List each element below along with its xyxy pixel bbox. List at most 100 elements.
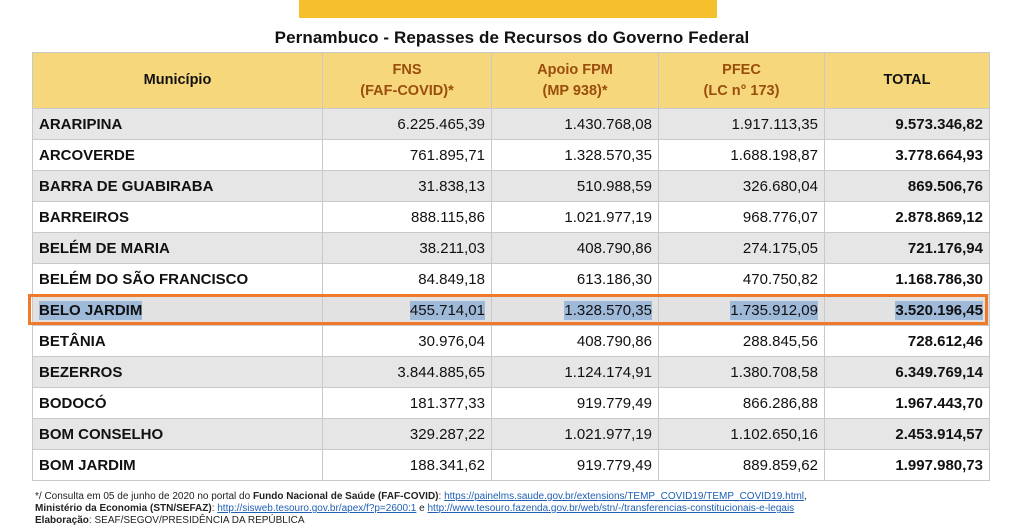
top-banner [299,0,717,18]
footnote-line-2: Ministério da Economia (STN/SEFAZ): http… [35,503,807,515]
cell-pfec: 288.845,56 [658,325,825,357]
cell-fpm: 408.790,86 [491,232,659,264]
cell-fpm: 1.021.977,19 [491,418,659,450]
cell-total-text: 869.506,76 [907,177,983,195]
footnote-elaboracao-label: Elaboração [35,515,89,526]
table-row: BELÉM DE MARIA 38.211,03 408.790,86 274.175… [32,232,990,264]
cell-fns-text: 3.844.885,65 [397,363,485,381]
cell-municipio: BOM JARDIM [32,449,323,481]
cell-pfec: 968.776,07 [658,201,825,233]
cell-municipio-text: ARARIPINA [39,115,123,133]
cell-pfec-text: 1.688.198,87 [730,146,818,164]
header-pfec-subtitle: (LC n° 173) [703,82,780,99]
cell-fns-text: 761.895,71 [409,146,485,164]
cell-fpm-text: 919.779,49 [576,456,652,474]
cell-total-text: 1.967.443,70 [895,394,983,412]
cell-municipio: BOM CONSELHO [32,418,323,450]
cell-municipio: BODOCÓ [32,387,323,419]
table-row: BARRA DE GUABIRABA 31.838,13 510.988,59 326… [32,170,990,202]
cell-municipio-text: BELÉM DO SÃO FRANCISCO [39,270,249,288]
cell-fns-text: 84.849,18 [418,270,485,288]
footnote-sisweb-link[interactable]: http://sisweb.tesouro.gov.br/apex/f?p=26… [217,503,417,514]
header-total: TOTAL [824,52,990,109]
cell-total: 6.349.769,14 [824,356,990,388]
cell-pfec: 889.859,62 [658,449,825,481]
cell-municipio-text: BODOCÓ [39,394,107,412]
cell-fpm-text: 408.790,86 [576,239,652,257]
cell-fpm-text: 1.328.570,35 [564,146,652,164]
cell-fpm: 408.790,86 [491,325,659,357]
transfers-table: Município FNS (FAF-COVID)* Apoio FPM (MP… [32,52,990,481]
cell-municipio-text: BEZERROS [39,363,123,381]
cell-total: 3.520.196,45 [824,294,990,326]
cell-municipio-text: BARREIROS [39,208,130,226]
cell-municipio-text: ARCOVERDE [39,146,135,164]
cell-fns: 181.377,33 [322,387,492,419]
cell-pfec-text: 1.380.708,58 [730,363,818,381]
cell-fns-text: 38.211,03 [419,239,485,257]
table-row: BARREIROS 888.115,86 1.021.977,19 968.776,0… [32,201,990,233]
cell-total-text: 3.778.664,93 [895,146,983,164]
cell-total: 2.878.869,12 [824,201,990,233]
cell-pfec: 326.680,04 [658,170,825,202]
cell-pfec-text: 274.175,05 [742,239,818,257]
cell-pfec: 1.688.198,87 [658,139,825,171]
cell-fns: 888.115,86 [322,201,492,233]
cell-total-text: 2.878.869,12 [895,208,983,226]
cell-fns-text: 188.341,62 [409,456,485,474]
cell-pfec-text: 1.917.113,35 [731,115,818,133]
header-pfec-title: PFEC [722,61,761,78]
footnote-tesouro-link[interactable]: http://www.tesouro.fazenda.gov.br/web/st… [427,503,795,514]
cell-total: 721.176,94 [824,232,990,264]
cell-total: 2.453.914,57 [824,418,990,450]
cell-fns-text: 6.225.465,39 [397,115,485,133]
footnote-and: e [416,503,428,514]
cell-fns: 38.211,03 [322,232,492,264]
header-fpm: Apoio FPM (MP 938)* [491,52,659,109]
cell-total: 3.778.664,93 [824,139,990,171]
cell-fns-text: 329.287,22 [409,425,485,443]
footnote-elaboracao-text: : SEAF/SEGOV/PRESIDÊNCIA DA REPÚBLICA [88,515,305,526]
cell-pfec: 866.286,88 [658,387,825,419]
footnote: */ Consulta em 05 de junho de 2020 no po… [35,491,807,527]
cell-fpm: 1.328.570,35 [491,294,659,326]
cell-pfec: 274.175,05 [658,232,825,264]
table-row: BEZERROS 3.844.885,65 1.124.174,91 1.380.70… [32,356,990,388]
cell-fns-text: 30.976,04 [418,332,485,350]
footnote-separator: : [438,491,445,502]
footnote-fns-source: Fundo Nacional de Saúde (FAF-COVID) [252,491,439,502]
footnote-prefix: */ Consulta em 05 de junho de 2020 no po… [35,491,253,502]
cell-fpm: 1.021.977,19 [491,201,659,233]
table-row: BELÉM DO SÃO FRANCISCO 84.849,18 613.186,3… [32,263,990,295]
cell-fns: 455.714,01 [322,294,492,326]
cell-total-text: 1.997.980,73 [895,456,983,474]
cell-total-text: 3.520.196,45 [895,300,983,320]
cell-municipio: BETÂNIA [32,325,323,357]
cell-municipio: BELÉM DO SÃO FRANCISCO [32,263,323,295]
cell-pfec: 1.102.650,16 [658,418,825,450]
cell-total-text: 721.176,94 [907,239,983,257]
footnote-line-1: */ Consulta em 05 de junho de 2020 no po… [35,491,807,503]
cell-fns: 30.976,04 [322,325,492,357]
cell-fpm: 510.988,59 [491,170,659,202]
cell-fpm-text: 510.988,59 [576,177,652,195]
cell-total: 1.967.443,70 [824,387,990,419]
table-row: ARARIPINA 6.225.465,39 1.430.768,08 1.917.1… [32,108,990,140]
cell-pfec: 1.735.912,09 [658,294,825,326]
cell-municipio-text: BELO JARDIM [39,300,143,320]
cell-fns: 84.849,18 [322,263,492,295]
cell-fns: 188.341,62 [322,449,492,481]
footnote-line-3: Elaboração: SEAF/SEGOV/PRESIDÊNCIA DA RE… [35,515,807,527]
cell-municipio-text: BETÂNIA [39,332,106,350]
page-title: Pernambuco - Repasses de Recursos do Gov… [274,28,750,47]
table-row: BOM CONSELHO 329.287,22 1.021.977,19 1.102.… [32,418,990,450]
table-row: BOM JARDIM 188.341,62 919.779,49 889.859,62… [32,449,990,481]
footnote-fns-link[interactable]: https://painelms.saude.gov.br/extensions… [444,491,805,502]
cell-fpm: 1.430.768,08 [491,108,659,140]
cell-fns-text: 455.714,01 [409,300,485,320]
table-row: BELO JARDIM 455.714,01 1.328.570,35 1.735.9… [32,294,990,326]
cell-fns-text: 181.377,33 [409,394,485,412]
cell-total: 9.573.346,82 [824,108,990,140]
cell-pfec-text: 889.859,62 [742,456,818,474]
cell-municipio: BEZERROS [32,356,323,388]
